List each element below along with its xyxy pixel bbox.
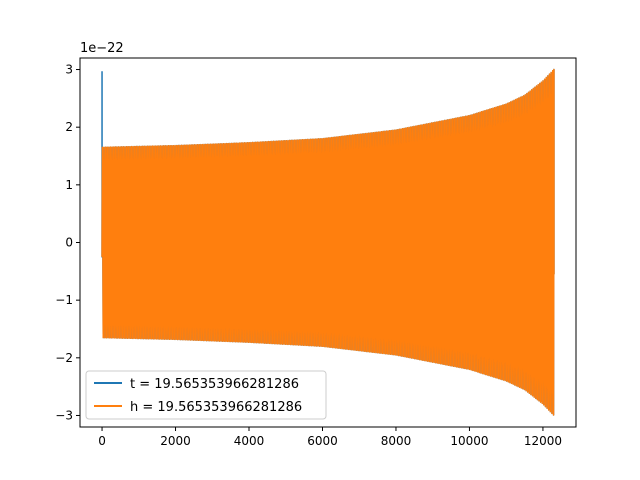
y-tick-label-5: 2 xyxy=(65,120,73,134)
legend-label-h: h = 19.565353966281286 xyxy=(130,400,302,415)
y-tick-label-4: 1 xyxy=(65,178,73,192)
legend-box xyxy=(85,370,327,420)
x-tick-label-3: 6000 xyxy=(307,434,338,448)
y-tick-label-3: 0 xyxy=(65,236,73,250)
series-layer xyxy=(101,68,555,416)
y-tick-label-1: −2 xyxy=(55,351,73,365)
plot-area xyxy=(101,68,555,416)
y-offset-label: 1e−22 xyxy=(80,41,124,56)
y-axis: −3 −2 −1 0 1 2 3 xyxy=(55,63,80,422)
x-axis: 0 2000 4000 6000 8000 10000 12000 xyxy=(98,427,562,448)
legend: t = 19.565353966281286 h = 19.5653539662… xyxy=(85,370,327,420)
x-tick-label-5: 10000 xyxy=(450,434,488,448)
y-tick-label-2: −1 xyxy=(55,293,73,307)
series-line-h xyxy=(101,68,555,416)
y-tick-label-6: 3 xyxy=(65,63,73,77)
x-tick-label-0: 0 xyxy=(98,434,106,448)
legend-label-t: t = 19.565353966281286 xyxy=(130,377,299,392)
y-tick-label-0: −3 xyxy=(55,408,73,422)
x-tick-label-2: 4000 xyxy=(234,434,265,448)
x-tick-label-6: 12000 xyxy=(524,434,562,448)
x-tick-label-1: 2000 xyxy=(160,434,191,448)
x-tick-label-4: 8000 xyxy=(381,434,412,448)
